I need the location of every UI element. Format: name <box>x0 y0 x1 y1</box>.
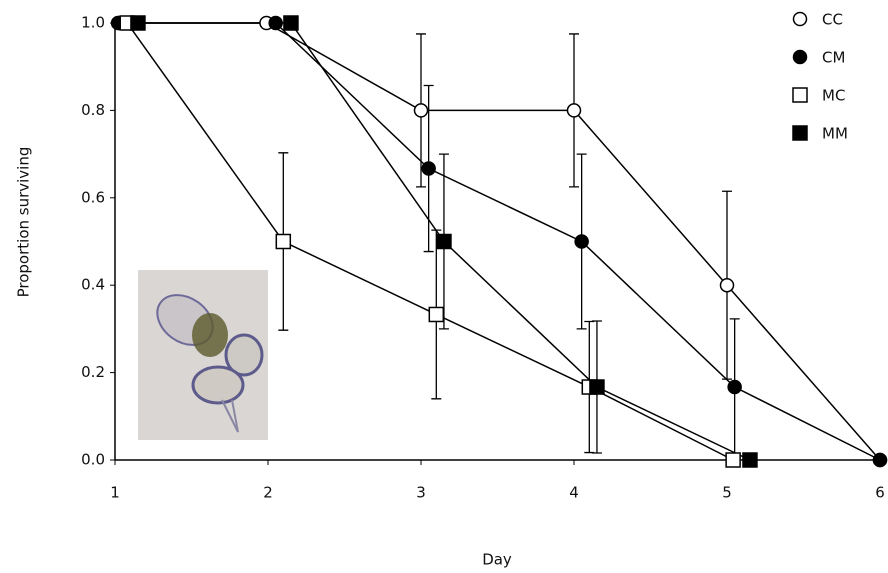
x-tick-label: 2 <box>263 484 273 502</box>
marker <box>728 381 741 394</box>
y-tick-label: 0.6 <box>81 188 105 206</box>
y-tick-label: 0.2 <box>81 363 105 381</box>
legend-label: CM <box>822 49 845 67</box>
marker <box>568 104 581 117</box>
marker <box>276 235 290 249</box>
marker <box>429 307 443 321</box>
marker <box>743 453 757 467</box>
marker <box>726 453 740 467</box>
y-tick-label: 0.4 <box>81 276 105 294</box>
marker <box>269 17 282 30</box>
x-tick-label: 1 <box>110 484 120 502</box>
marker <box>590 380 604 394</box>
legend-marker <box>793 126 807 140</box>
x-tick-label: 6 <box>875 484 885 502</box>
chart: Day Proportion surviving 0.0 0.2 0.4 0.6 0.8… <box>0 0 888 573</box>
x-tick-label: 4 <box>569 484 579 502</box>
legend-marker <box>793 88 807 102</box>
legend-marker <box>794 13 807 26</box>
marker <box>575 235 588 248</box>
x-tick-label: 3 <box>416 484 426 502</box>
y-tick-label: 0.0 <box>81 451 105 469</box>
y-axis-label: Proportion surviving <box>15 147 33 298</box>
marker <box>721 279 734 292</box>
y-tick-label: 1.0 <box>81 14 105 32</box>
legend-marker <box>794 51 807 64</box>
marker <box>422 162 435 175</box>
marker <box>131 16 145 30</box>
legend-label: MM <box>822 125 848 143</box>
marker <box>284 16 298 30</box>
marker <box>415 104 428 117</box>
inset-photo <box>138 270 268 440</box>
y-tick-label: 0.8 <box>81 101 105 119</box>
x-tick-label: 5 <box>722 484 732 502</box>
legend-label: MC <box>822 87 845 105</box>
marker <box>437 235 451 249</box>
marker <box>874 454 887 467</box>
legend-label: CC <box>822 11 843 29</box>
x-axis-label: Day <box>482 551 512 569</box>
